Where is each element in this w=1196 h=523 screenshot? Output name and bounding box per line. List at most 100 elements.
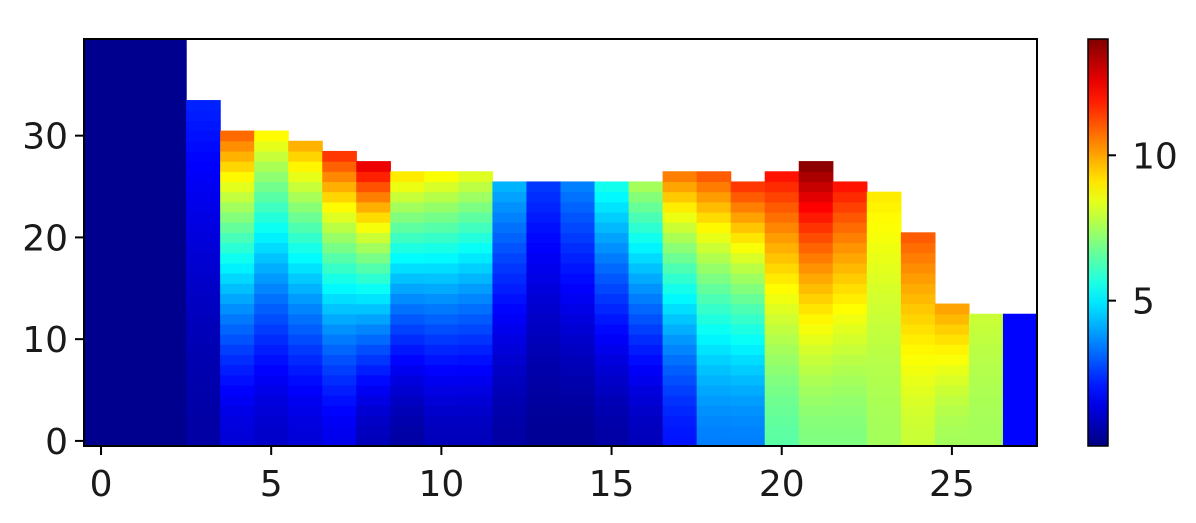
- heatmap-cell: [934, 303, 970, 315]
- heatmap-cell: [84, 405, 119, 417]
- heatmap-cell: [356, 211, 391, 223]
- heatmap-cell: [220, 161, 255, 172]
- heatmap-cell: [458, 201, 494, 213]
- heatmap-cell: [866, 283, 902, 294]
- heatmap-cell: [118, 69, 153, 81]
- heatmap-cell: [526, 405, 562, 417]
- heatmap-cell: [662, 425, 698, 437]
- x-tick-label: 10: [418, 464, 464, 505]
- heatmap-cell: [866, 273, 902, 284]
- heatmap-cell: [798, 232, 834, 244]
- heatmap-cell: [322, 201, 357, 213]
- heatmap-cell: [1002, 364, 1038, 376]
- heatmap-cell: [526, 313, 562, 325]
- heatmap-cell: [492, 364, 528, 376]
- heatmap-cell: [492, 232, 528, 244]
- heatmap-cell: [322, 273, 357, 284]
- heatmap-cell: [526, 191, 562, 203]
- heatmap-cell: [662, 405, 698, 417]
- heatmap-cell: [84, 303, 119, 315]
- heatmap-cell: [186, 130, 221, 142]
- heatmap-cell: [390, 354, 425, 366]
- heatmap-cell: [288, 303, 323, 315]
- heatmap-cell: [662, 181, 698, 193]
- heatmap-cell: [390, 181, 425, 193]
- heatmap-cell: [118, 100, 153, 111]
- heatmap-cell: [356, 374, 391, 386]
- heatmap-cell: [356, 395, 391, 406]
- heatmap-cell: [118, 415, 153, 427]
- heatmap-cell: [458, 415, 494, 427]
- heatmap-cell: [152, 232, 187, 244]
- heatmap-cell: [798, 354, 834, 366]
- heatmap-cell: [254, 242, 289, 254]
- heatmap-cell: [934, 334, 970, 345]
- heatmap-cell: [526, 232, 562, 244]
- heatmap-cell: [696, 425, 732, 437]
- heatmap-cell: [254, 415, 289, 427]
- heatmap-cell: [798, 273, 834, 284]
- heatmap-cell: [322, 323, 357, 335]
- heatmap-cell: [118, 140, 153, 152]
- heatmap-cell: [322, 262, 357, 274]
- heatmap-cell: [322, 313, 357, 325]
- heatmap-cell: [186, 293, 221, 305]
- heatmap-cell: [118, 344, 153, 356]
- heatmap-cell: [832, 211, 868, 223]
- heatmap-cell: [152, 171, 187, 183]
- heatmap-cell: [526, 303, 562, 315]
- heatmap-cell: [798, 161, 834, 172]
- heatmap-cell: [322, 334, 357, 345]
- heatmap-cell: [560, 425, 596, 437]
- heatmap-cell: [594, 181, 630, 193]
- heatmap-cell: [628, 262, 664, 274]
- heatmap-cell: [628, 374, 664, 386]
- heatmap-cell: [152, 425, 187, 437]
- heatmap-cell: [186, 283, 221, 294]
- heatmap-cell: [934, 384, 970, 396]
- heatmap-cell: [84, 384, 119, 396]
- heatmap-cell: [866, 405, 902, 417]
- heatmap-cell: [696, 364, 732, 376]
- heatmap-cell: [730, 303, 766, 315]
- heatmap-cell: [220, 323, 255, 335]
- heatmap-cell: [152, 150, 187, 162]
- heatmap-cell: [934, 323, 970, 335]
- heatmap-cell: [118, 283, 153, 294]
- heatmap-cell: [220, 150, 255, 162]
- heatmap-cell: [390, 232, 425, 244]
- heatmap-cell: [594, 425, 630, 437]
- heatmap-cell: [662, 201, 698, 213]
- heatmap-cell: [356, 181, 391, 193]
- heatmap-cell: [254, 293, 289, 305]
- heatmap-cell: [832, 374, 868, 386]
- heatmap-cell: [424, 181, 459, 193]
- heatmap-cell: [118, 374, 153, 386]
- heatmap-cell: [390, 435, 425, 447]
- heatmap-cell: [594, 252, 630, 264]
- heatmap-cell: [152, 110, 187, 121]
- heatmap-cell: [424, 364, 459, 376]
- heatmap-cell: [492, 303, 528, 315]
- heatmap-cell: [900, 415, 936, 427]
- heatmap-cell: [560, 395, 596, 406]
- heatmap-cell: [84, 191, 119, 203]
- heatmap-cell: [798, 415, 834, 427]
- heatmap-cell: [866, 344, 902, 356]
- heatmap-cell: [662, 395, 698, 406]
- heatmap-cell: [560, 313, 596, 325]
- heatmap-cell: [594, 384, 630, 396]
- heatmap-cell: [186, 354, 221, 366]
- heatmap-cell: [118, 222, 153, 233]
- heatmap-cell: [560, 415, 596, 427]
- heatmap-cell: [458, 242, 494, 254]
- plot-frame: [83, 38, 1038, 447]
- heatmap-cell: [288, 191, 323, 203]
- heatmap-cell: [424, 374, 459, 386]
- heatmap-cell: [390, 313, 425, 325]
- heatmap-cell: [798, 405, 834, 417]
- heatmap-cell: [84, 171, 119, 183]
- heatmap-cell: [288, 140, 323, 152]
- heatmap-cell: [560, 354, 596, 366]
- heatmap-cell: [118, 252, 153, 264]
